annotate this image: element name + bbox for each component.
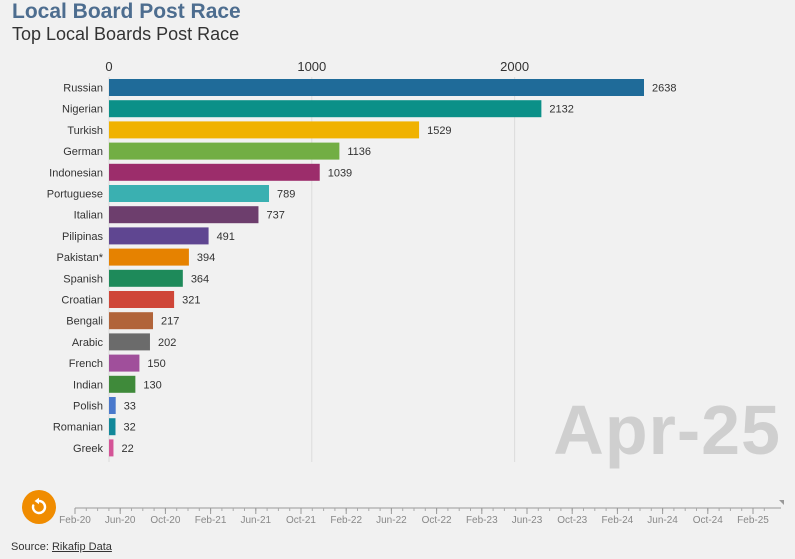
category-label: French (69, 358, 103, 370)
value-label: 394 (197, 252, 215, 264)
value-label: 150 (147, 358, 165, 370)
bar (109, 375, 136, 393)
bar (109, 418, 116, 436)
category-label: Croatian (61, 295, 103, 307)
timeline-tick-label: Oct-24 (693, 515, 723, 526)
bar (109, 248, 189, 266)
timeline-tick-label: Feb-21 (195, 515, 227, 526)
value-label: 321 (182, 295, 200, 307)
category-label: Greek (73, 443, 103, 455)
bar (109, 185, 270, 202)
bar (109, 206, 259, 224)
value-label: 789 (277, 189, 295, 201)
category-label: Indian (73, 379, 103, 391)
bar (109, 79, 644, 96)
timeline-tick-label: Feb-24 (602, 515, 634, 526)
value-label: 2132 (549, 104, 573, 116)
category-label: Spanish (63, 273, 103, 285)
category-label: Turkish (67, 125, 103, 137)
source-link[interactable]: Rikafip Data (51, 541, 112, 553)
bar (109, 100, 542, 118)
timeline-tick-label: Jun-23 (512, 515, 543, 526)
value-label: 202 (158, 337, 176, 349)
bar (109, 312, 154, 330)
timeline-tick-label: Oct-20 (150, 515, 180, 526)
category-label: Polish (73, 401, 103, 413)
value-label: 737 (266, 210, 284, 222)
timeline-tick-label: Jun-24 (647, 515, 678, 526)
category-label: Indonesian (49, 167, 103, 179)
bar (109, 227, 209, 245)
category-label: Russian (63, 83, 103, 95)
chart-subtitle: Top Local Boards Post Race (12, 24, 240, 44)
timeline-tick-label: Jun-20 (105, 515, 136, 526)
bar (109, 397, 116, 414)
timeline-tick-label: Oct-21 (286, 515, 316, 526)
x-tick-label: 1000 (297, 59, 326, 74)
timeline-tick-label: Oct-23 (557, 515, 587, 526)
category-label: Pakistan* (57, 252, 104, 264)
bar (109, 439, 114, 457)
source-label: Source: (11, 541, 49, 553)
category-label: Nigerian (62, 104, 103, 116)
value-label: 130 (143, 379, 161, 391)
timeline-handle[interactable] (779, 500, 784, 505)
bar (109, 269, 183, 287)
timeline-tick-label: Feb-20 (59, 515, 91, 526)
category-label: Pilipinas (62, 231, 103, 243)
value-label: 1039 (328, 167, 352, 179)
replay-icon (29, 497, 49, 517)
category-label: German (63, 146, 103, 158)
value-label: 22 (121, 443, 133, 455)
bar (109, 142, 340, 160)
bar (109, 121, 420, 139)
timeline-tick-label: Jun-22 (376, 515, 407, 526)
category-label: Portuguese (47, 189, 103, 201)
timeline-tick-label: Oct-22 (422, 515, 452, 526)
category-label: Bengali (66, 316, 103, 328)
bar (109, 333, 150, 351)
value-label: 364 (191, 273, 209, 285)
x-tick-label: 0 (105, 59, 112, 74)
value-label: 2638 (652, 83, 676, 95)
bar (109, 291, 175, 308)
value-label: 1136 (347, 146, 371, 158)
value-label: 32 (123, 422, 135, 434)
current-date-label: Apr-25 (553, 391, 781, 469)
value-label: 491 (217, 231, 235, 243)
value-label: 33 (124, 401, 136, 413)
source-note: Source: Rikafip Data (11, 541, 112, 553)
category-label: Italian (74, 210, 103, 222)
replay-button[interactable] (22, 490, 56, 524)
timeline-tick-label: Feb-23 (466, 515, 498, 526)
category-label: Arabic (72, 337, 104, 349)
value-label: 217 (161, 316, 179, 328)
timeline-tick-label: Feb-25 (737, 515, 769, 526)
timeline-tick-label: Jun-21 (241, 515, 272, 526)
x-tick-label: 2000 (500, 59, 529, 74)
category-label: Romanian (53, 422, 103, 434)
bar (109, 163, 320, 181)
timeline-tick-label: Feb-22 (330, 515, 362, 526)
value-label: 1529 (427, 125, 451, 137)
chart-title: Local Board Post Race (12, 0, 241, 23)
bar (109, 354, 140, 372)
